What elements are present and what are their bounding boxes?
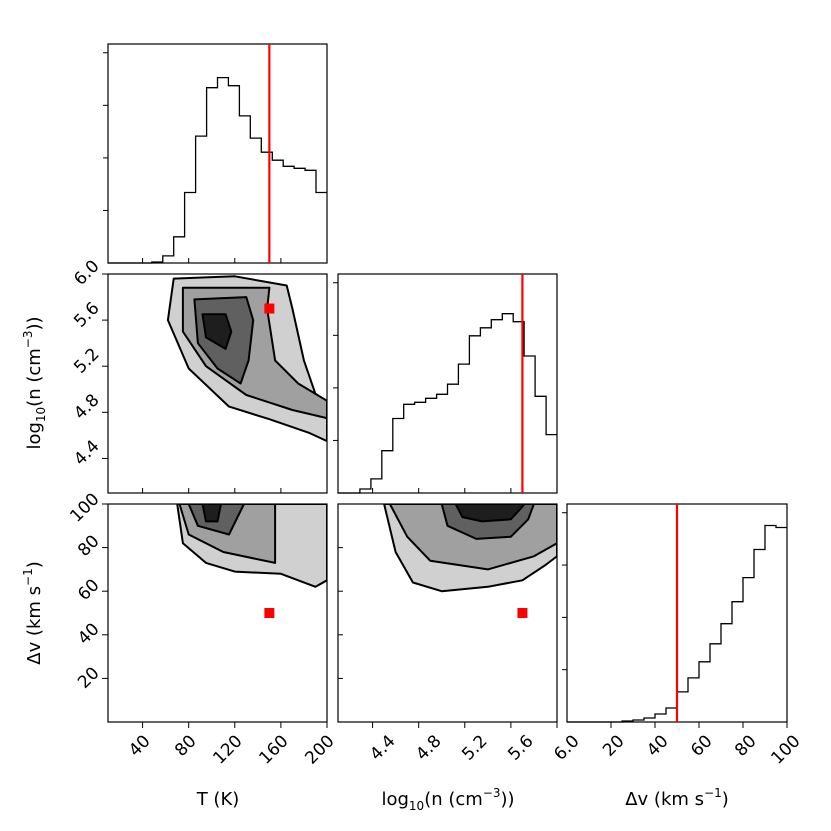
y-tick-label: 5.6 [70,298,103,331]
histogram-logn [338,313,557,494]
y-tick-label: 4.8 [70,390,103,423]
x-axis-label-T: T (K) [196,789,240,810]
panel-logn-histogram-frame [337,273,558,494]
x-axis-label-logn: log10(n (cm−3)) [381,786,514,813]
y-tick-labels-logn: 4.4 4.8 5.2 5.6 6.0 [70,256,103,469]
x-tick-label: 4.8 [412,731,445,764]
truth-marker [264,608,275,618]
x-tick-labels-T: 40 80 120 160 200 [125,731,338,768]
y-tick-label: 80 [74,531,103,560]
chart-marks [102,44,788,728]
y-tick-label: 6.0 [70,256,103,289]
x-tick-label: 4.4 [366,731,399,764]
x-tick-label: 160 [255,731,292,768]
x-tick-label: 6.0 [550,731,583,764]
y-tick-label: 100 [66,489,103,526]
histogram-dv [567,524,787,723]
x-tick-label: 20 [599,731,628,760]
histogram-T [108,76,327,264]
y-axis-label-dv: Δv (km s−1) [21,561,45,665]
contour-level-4 [201,504,222,523]
truth-marker [264,303,275,314]
x-tick-label: 200 [301,731,338,768]
panel-T-histogram-frame [107,43,328,264]
y-tick-label: 40 [74,619,103,648]
y-tick-labels-dv: 20 40 60 80 100 [66,489,103,692]
x-tick-label: 100 [767,731,804,768]
x-tick-label: 80 [171,731,200,760]
y-tick-label: 20 [74,663,103,692]
x-tick-label: 40 [125,731,154,760]
x-tick-labels-logn: 4.4 4.8 5.2 5.6 6.0 [366,731,583,764]
x-axis-label-dv: Δv (km s−1) [625,786,729,810]
y-tick-label: 4.4 [70,436,103,469]
panel-T-logn-frame [107,273,328,494]
x-tick-label: 5.2 [458,731,491,764]
y-tick-label: 60 [74,575,103,604]
contour-level-4 [201,313,233,350]
x-tick-label: 80 [731,731,760,760]
y-axis-label-logn: log10(n (cm−3)) [21,316,48,449]
x-tick-labels-dv: 20 40 60 80 100 [599,731,804,768]
x-tick-label: 60 [687,731,716,760]
x-tick-label: 40 [643,731,672,760]
truth-marker [517,608,528,618]
y-tick-label: 5.2 [70,344,103,377]
x-tick-label: 120 [209,731,246,768]
x-tick-label: 5.6 [504,731,537,764]
contour-level-4 [454,504,526,523]
